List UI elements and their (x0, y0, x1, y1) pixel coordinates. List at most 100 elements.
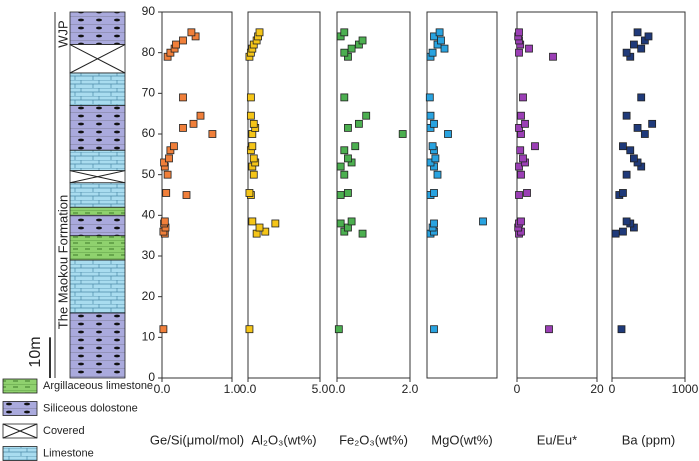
data-point (208, 130, 217, 138)
data-point (644, 32, 653, 41)
legend-label: Siliceous dolostone (43, 402, 138, 414)
data-point (437, 36, 445, 45)
data-point (516, 146, 525, 155)
data-point (428, 48, 437, 57)
data-point (248, 217, 257, 226)
data-point (430, 325, 438, 334)
data-point (340, 93, 349, 102)
data-point (517, 111, 525, 120)
y-tick-label: 50 (142, 167, 156, 181)
data-point (523, 189, 531, 197)
x-tick-label: 0 (609, 382, 616, 396)
data-point (431, 154, 440, 163)
data-point (630, 154, 638, 163)
data-point (189, 119, 198, 128)
x-axis-label: MgO(wt%) (431, 432, 492, 447)
data-point (430, 189, 438, 197)
y-tick-label: 90 (142, 4, 156, 18)
lithology-unit (69, 11, 126, 45)
data-point (340, 28, 349, 37)
data-point (344, 124, 352, 132)
data-point (347, 44, 356, 53)
data-point (633, 124, 642, 132)
x-tick-label: 5.0 (312, 382, 329, 396)
data-point (340, 146, 349, 155)
data-point (519, 154, 527, 163)
data-point (444, 130, 452, 138)
data-point (519, 93, 527, 102)
lithology-unit (69, 312, 126, 379)
data-point (245, 325, 254, 334)
data-point (430, 219, 438, 228)
data-point (515, 48, 523, 57)
data-point (426, 111, 435, 120)
x-tick-label: 1000 (672, 382, 699, 396)
x-axis-label: Fe₂O₃(wt%) (339, 432, 408, 447)
data-point (640, 130, 649, 138)
lithology-unit (69, 149, 126, 171)
x-tick-label: 0.0 (329, 382, 346, 396)
data-point (637, 93, 646, 102)
legend-label: Argillaceous limestone (43, 380, 153, 392)
panel-frame (247, 11, 321, 379)
y-tick-label: 20 (142, 289, 156, 303)
data-point (619, 227, 627, 236)
data-point (246, 111, 255, 120)
data-point (435, 28, 444, 37)
data-point (191, 32, 200, 41)
data-point (159, 325, 168, 334)
data-point (249, 170, 258, 179)
data-point (433, 170, 442, 179)
x-tick-label: 0.0 (154, 382, 171, 396)
member-label: WJP (55, 20, 70, 47)
lithology-unit (69, 72, 126, 106)
data-point (336, 191, 345, 199)
data-point (358, 229, 367, 238)
data-point (246, 93, 255, 102)
legend-cross (2, 423, 38, 439)
covered-cross (69, 170, 126, 184)
y-tick-label: 30 (142, 248, 156, 262)
data-point (619, 142, 627, 151)
data-point (617, 325, 626, 334)
data-point (271, 219, 280, 228)
x-tick-label: 20 (590, 382, 604, 396)
data-point (428, 142, 437, 151)
data-point (336, 219, 345, 228)
legend-label: Covered (43, 425, 85, 437)
data-point (398, 130, 407, 138)
data-point (517, 170, 525, 179)
panel-frame (161, 11, 233, 379)
y-tick-label: 70 (142, 86, 156, 100)
data-point (344, 154, 352, 163)
data-point (479, 217, 487, 226)
data-point (340, 170, 349, 179)
data-point (362, 111, 371, 120)
data-point (334, 325, 343, 334)
data-point (182, 191, 191, 199)
data-point (517, 217, 525, 226)
data-point (169, 142, 178, 151)
y-tick-label: 10 (142, 330, 156, 344)
data-point (344, 189, 352, 197)
data-point (336, 162, 345, 171)
data-point (255, 28, 264, 37)
data-point (179, 36, 187, 45)
data-point (245, 189, 254, 197)
data-point (160, 217, 169, 226)
data-point (430, 32, 438, 41)
data-point (248, 142, 257, 151)
data-point (630, 40, 638, 49)
formation-label: The Maokou Formation (55, 195, 70, 329)
scale-label: 10m (27, 336, 44, 367)
data-point (633, 28, 642, 37)
legend-swatch (2, 401, 38, 416)
lithology-unit (69, 214, 126, 237)
lithology-unit (69, 235, 126, 261)
lithology-unit (69, 105, 126, 151)
data-point (354, 119, 363, 128)
lithology-unit (69, 182, 126, 208)
data-point (515, 124, 523, 132)
panel-frame (611, 11, 686, 379)
